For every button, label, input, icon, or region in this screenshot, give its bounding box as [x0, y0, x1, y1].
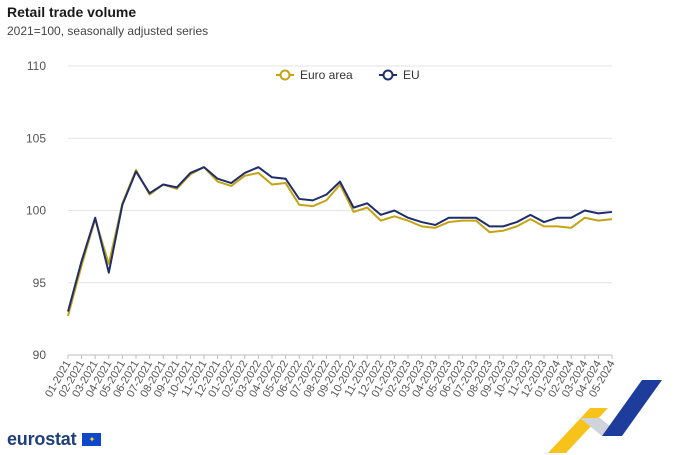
y-tick-label: 90	[33, 348, 47, 362]
y-tick-label: 95	[33, 276, 47, 290]
legend-marker	[382, 69, 394, 81]
series-line-euro-area	[67, 166, 613, 317]
y-axis-ticks: 90 95 100 105 110	[26, 59, 46, 362]
series-line-eu	[67, 166, 613, 312]
x-axis-ticks: 01-202102-202103-202104-202105-202106-20…	[43, 355, 618, 399]
eu-flag-icon: ✦	[82, 433, 102, 446]
chart-subtitle: 2021=100, seasonally adjusted series	[7, 24, 209, 38]
legend-marker	[279, 69, 291, 81]
y-tick-label: 110	[27, 59, 46, 73]
legend: Euro area EU	[276, 68, 420, 82]
legend-label: Euro area	[300, 68, 353, 82]
y-tick-label: 105	[26, 131, 46, 145]
legend-label: EU	[403, 68, 420, 82]
y-tick-label: 100	[26, 204, 46, 218]
brand-name: eurostat	[7, 429, 77, 449]
eurostat-decoration-icon	[548, 380, 662, 453]
chart-title: Retail trade volume	[7, 4, 137, 20]
series-lines	[67, 166, 613, 317]
gridlines	[68, 65, 612, 356]
eurostat-logo: eurostat ✦	[7, 429, 102, 450]
